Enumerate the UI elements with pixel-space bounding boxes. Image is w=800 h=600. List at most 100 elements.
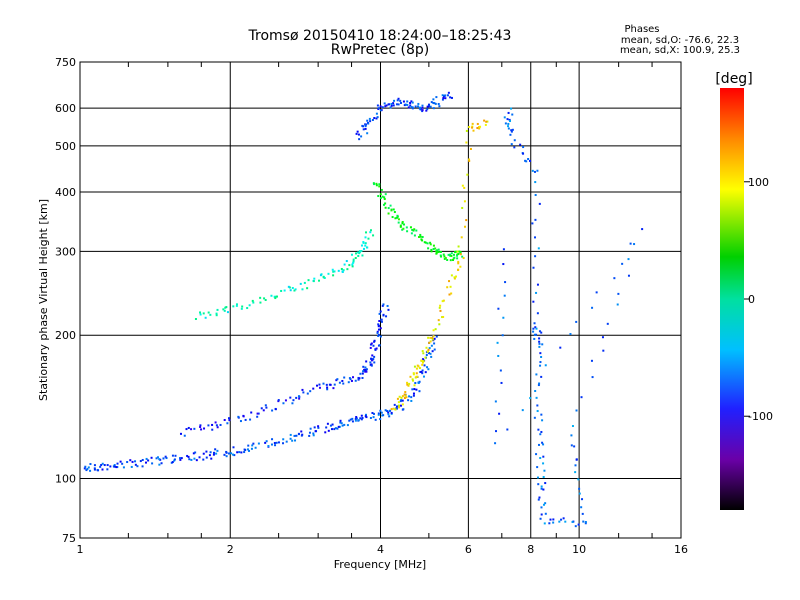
data-point: [420, 370, 423, 373]
data-point: [136, 465, 139, 468]
data-point: [173, 458, 176, 461]
data-point: [211, 423, 214, 426]
data-point: [274, 444, 277, 447]
data-point: [461, 206, 464, 209]
data-point: [463, 186, 466, 189]
data-point: [204, 316, 207, 319]
data-point: [471, 125, 474, 128]
data-point: [259, 296, 262, 299]
data-point: [183, 434, 186, 437]
data-point: [421, 363, 424, 366]
data-point: [360, 418, 363, 421]
data-point: [409, 226, 412, 229]
data-point: [582, 520, 585, 523]
data-point: [519, 143, 522, 146]
data-point: [340, 422, 343, 425]
data-point: [503, 294, 506, 297]
data-point: [377, 333, 380, 336]
data-point: [280, 289, 283, 292]
data-point: [299, 282, 302, 285]
data-point: [494, 442, 497, 445]
data-point: [400, 396, 403, 399]
data-point: [411, 101, 414, 104]
data-point: [388, 410, 391, 413]
data-point: [277, 441, 280, 444]
data-point: [355, 417, 358, 420]
data-point: [383, 198, 386, 201]
data-point: [476, 122, 479, 125]
data-point: [616, 303, 619, 306]
data-point: [432, 98, 435, 101]
data-point: [437, 248, 440, 251]
data-point: [497, 354, 500, 357]
data-point: [539, 361, 542, 364]
data-point: [379, 109, 382, 112]
data-point: [289, 289, 292, 292]
data-point: [337, 269, 340, 272]
data-point: [497, 307, 500, 310]
data-point: [421, 104, 424, 107]
data-point: [227, 452, 230, 455]
data-point: [312, 280, 315, 283]
data-point: [199, 424, 202, 427]
data-point: [359, 372, 362, 375]
data-point: [384, 409, 387, 412]
data-point: [384, 193, 387, 196]
data-point: [407, 399, 410, 402]
data-point: [377, 328, 380, 331]
data-point: [339, 421, 342, 424]
data-point: [535, 453, 538, 456]
data-point: [570, 434, 573, 437]
data-point: [369, 416, 372, 419]
data-point: [282, 402, 285, 405]
data-point: [506, 428, 509, 431]
data-point: [449, 96, 452, 99]
data-point: [569, 333, 572, 336]
data-point: [364, 127, 367, 130]
data-point: [412, 229, 415, 232]
data-point: [509, 120, 512, 123]
data-point: [510, 143, 513, 146]
data-point: [544, 364, 547, 367]
data-point: [507, 125, 510, 128]
data-point: [522, 152, 525, 155]
data-point: [574, 471, 577, 474]
data-point: [429, 105, 432, 108]
data-point: [262, 409, 265, 412]
data-point: [542, 503, 545, 506]
data-point: [369, 346, 372, 349]
data-point: [524, 159, 527, 162]
data-point: [415, 388, 418, 391]
data-point: [562, 517, 565, 520]
data-point: [537, 476, 540, 479]
data-point: [418, 390, 421, 393]
data-point: [571, 425, 574, 428]
data-point: [164, 455, 167, 458]
data-point: [538, 330, 541, 333]
data-point: [382, 414, 385, 417]
data-point: [372, 344, 375, 347]
data-point: [213, 451, 216, 454]
colorbar-ticks: 100 0 -100: [744, 176, 773, 423]
data-point: [87, 466, 90, 469]
data-point: [384, 202, 387, 205]
data-point: [195, 459, 198, 462]
data-point: [379, 197, 382, 200]
data-point: [364, 236, 367, 239]
data-point: [366, 119, 369, 122]
data-point: [239, 420, 242, 423]
data-point: [502, 263, 505, 266]
data-point: [354, 419, 357, 422]
data-point: [534, 389, 537, 392]
data-point: [202, 312, 205, 315]
data-point: [534, 181, 537, 184]
data-point: [194, 451, 197, 454]
data-point: [379, 193, 382, 196]
data-point: [456, 253, 459, 256]
data-point: [432, 244, 435, 247]
data-point: [613, 277, 616, 280]
data-point: [476, 127, 479, 130]
data-point: [346, 268, 349, 271]
data-point: [581, 512, 584, 515]
data-point: [532, 327, 535, 330]
